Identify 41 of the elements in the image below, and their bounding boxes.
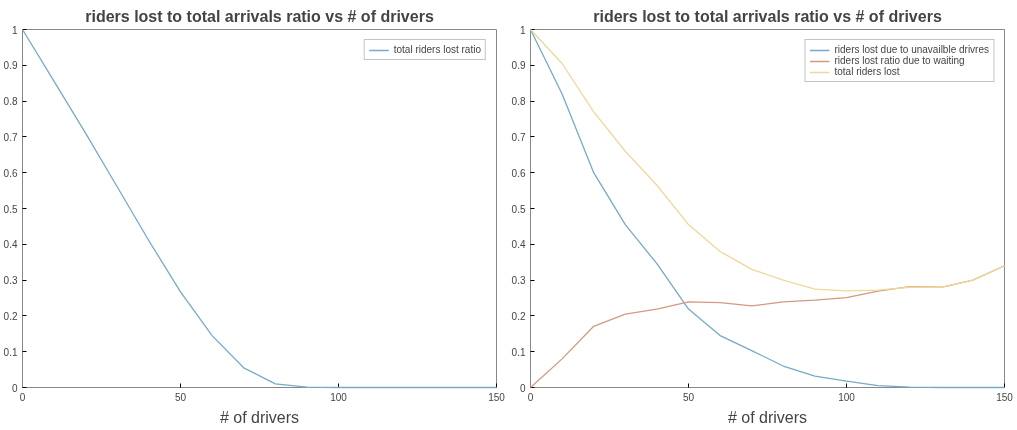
x-tick-label: 50 [682, 391, 695, 403]
y-tick-label: 0.9 [511, 60, 526, 72]
line-series [21, 28, 498, 389]
y-tick-label: 0.7 [3, 131, 18, 143]
y-tick-label: 0.3 [3, 275, 18, 287]
y-tick-label: 0.6 [3, 167, 18, 179]
legend-label: total riders lost ratio [393, 44, 481, 55]
x-tick-label: 100 [330, 391, 348, 403]
y-tick-label: 0 [519, 382, 526, 394]
legend-label: riders lost due to unavailble drivres [834, 44, 989, 55]
chart-title: riders lost to total arrivals ratio vs # of drivers [593, 7, 942, 25]
y-tick-label: 1 [11, 24, 18, 36]
y-tick-label: 0.4 [3, 239, 18, 251]
y-tick-label: 0.4 [511, 239, 526, 251]
line-series [529, 28, 1006, 389]
y-tick-label: 0.5 [511, 203, 526, 215]
y-tick-label: 0.3 [511, 275, 526, 287]
y-tick-label: 0.2 [511, 310, 526, 322]
legend-label: riders lost ratio due to waiting [834, 55, 965, 66]
y-tick-label: 0.2 [3, 310, 18, 322]
x-tick-label: 0 [19, 391, 26, 403]
x-tick-label: 150 [488, 391, 506, 403]
y-tick-label: 0.9 [3, 60, 18, 72]
y-tick-label: 0.8 [3, 96, 18, 108]
x-axis-title: # of drivers [219, 408, 300, 426]
x-tick-label: 100 [838, 391, 856, 403]
x-tick-label: 50 [174, 391, 187, 403]
y-tick-label: 0.6 [511, 167, 526, 179]
y-tick-label: 0.1 [511, 346, 526, 358]
y-tick-label: 0.7 [511, 131, 526, 143]
legend-label: total riders lost [834, 66, 900, 77]
y-tick-label: 1 [519, 24, 526, 36]
y-tick-label: 0.1 [3, 346, 18, 358]
y-tick-label: 0 [11, 382, 18, 394]
x-tick-label: 0 [527, 391, 534, 403]
y-tick-label: 0.5 [3, 203, 18, 215]
x-tick-label: 150 [996, 391, 1014, 403]
chart-title: riders lost to total arrivals ratio vs # of drivers [85, 7, 434, 25]
x-axis-title: # of drivers [727, 408, 808, 426]
y-tick-label: 0.8 [511, 96, 526, 108]
line-series [529, 28, 1006, 292]
